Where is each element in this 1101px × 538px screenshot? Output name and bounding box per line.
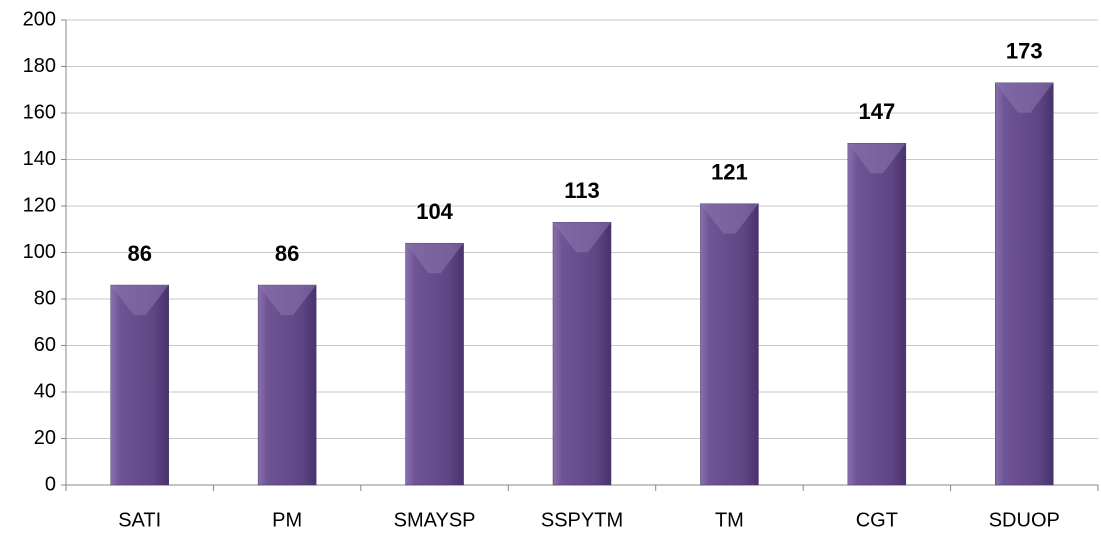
y-tick-label: 100: [23, 241, 56, 263]
data-label: 104: [416, 199, 453, 224]
bar-bevel: [258, 285, 317, 316]
x-tick-label: SMAYSP: [394, 509, 476, 531]
bar-bevel: [553, 222, 611, 253]
data-label: 173: [1006, 39, 1043, 64]
data-label: 113: [564, 178, 600, 203]
bar: [847, 142, 907, 486]
bar-bevel: [847, 143, 906, 174]
y-tick-label: 140: [23, 148, 56, 170]
y-tick-label: 20: [34, 427, 56, 449]
x-tick-label: PM: [272, 509, 302, 531]
data-label: 147: [858, 99, 895, 124]
x-tick-label: SDUOP: [989, 509, 1060, 531]
bar: [405, 242, 464, 486]
y-tick-label: 0: [45, 473, 56, 495]
y-tick-label: 160: [23, 101, 56, 123]
bar-bevel: [405, 243, 464, 274]
bar: [995, 82, 1054, 486]
bar: [257, 284, 317, 486]
y-tick-label: 180: [23, 55, 56, 77]
x-tick-label: SATI: [118, 509, 161, 531]
data-label: 121: [711, 159, 748, 184]
x-tick-label: CGT: [856, 509, 898, 531]
x-tick-label: TM: [715, 509, 744, 531]
y-tick-label: 80: [34, 287, 56, 309]
bar-bevel: [995, 82, 1054, 113]
y-tick-label: 40: [34, 380, 56, 402]
bar: [700, 203, 759, 486]
bar: [552, 222, 612, 486]
y-tick-label: 60: [34, 334, 56, 356]
x-tick-label: SSPYTM: [541, 509, 623, 531]
y-tick-label: 200: [23, 8, 56, 30]
data-label: 86: [275, 241, 299, 266]
bar-bevel: [110, 285, 169, 316]
data-label: 86: [127, 241, 151, 266]
bar: [110, 284, 169, 486]
bar-bevel: [700, 203, 759, 234]
y-tick-label: 120: [23, 194, 56, 216]
